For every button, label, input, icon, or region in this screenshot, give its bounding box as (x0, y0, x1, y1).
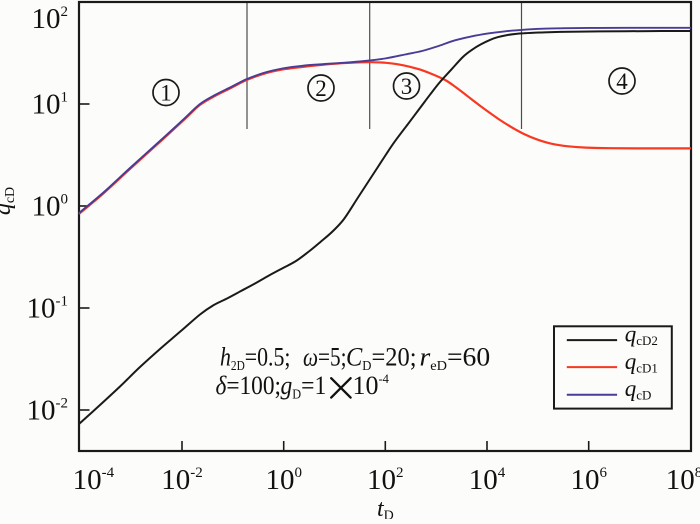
svg-text:3: 3 (401, 74, 413, 99)
svg-text:CD=20;: CD=20; (346, 342, 417, 373)
svg-text:10-4: 10-4 (353, 371, 390, 400)
svg-text:108: 108 (666, 464, 700, 496)
svg-text:102: 102 (367, 464, 404, 496)
svg-text:2: 2 (315, 76, 327, 101)
svg-text:reD=60: reD=60 (420, 342, 491, 373)
svg-text:gD=1: gD=1 (281, 371, 327, 402)
svg-text:h2D=0.5;: h2D=0.5; (220, 342, 291, 373)
svg-text:δ=100;: δ=100; (216, 371, 282, 400)
svg-text:10-2: 10-2 (27, 395, 69, 427)
svg-text:tD: tD (377, 496, 394, 519)
svg-text:1: 1 (160, 81, 172, 106)
svg-text:qcD: qcD (0, 187, 18, 215)
svg-text:qcD2: qcD2 (625, 322, 658, 349)
svg-text:ω=5;: ω=5; (303, 342, 347, 371)
svg-text:4: 4 (616, 69, 628, 94)
svg-text:qcD1: qcD1 (625, 349, 658, 376)
svg-text:qcD: qcD (625, 376, 652, 403)
